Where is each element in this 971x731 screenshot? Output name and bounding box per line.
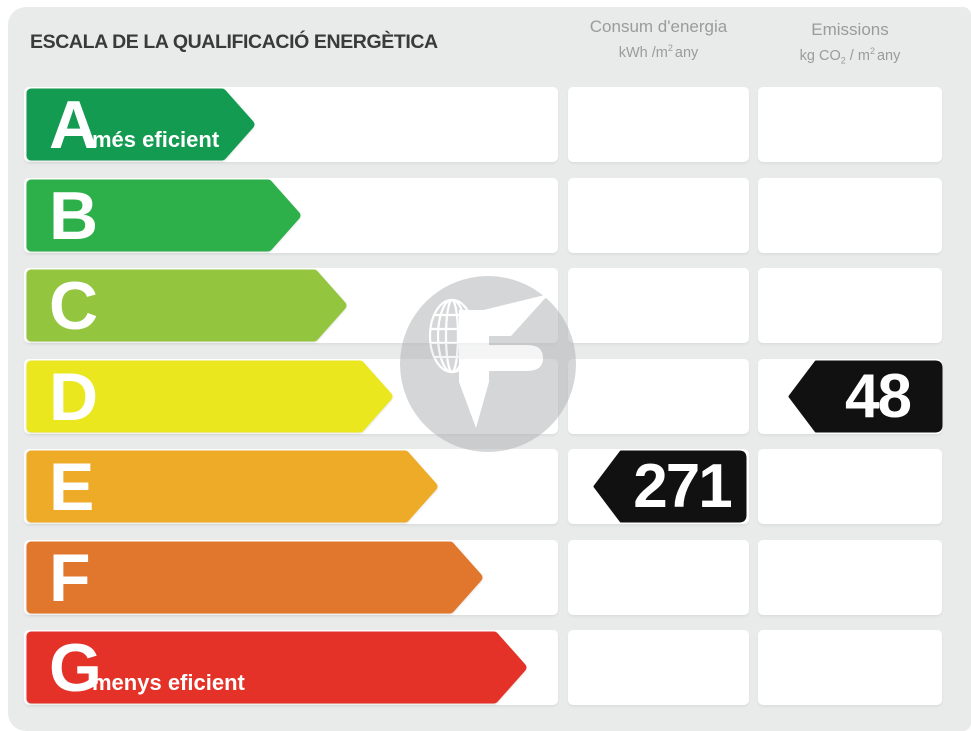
consum-value-cell [568,630,749,705]
emissions-value-cell [758,449,942,524]
emissions-value-cell [758,630,942,705]
grade-letter: C [49,268,99,344]
emissions-header-label: Emissions [811,20,889,39]
grade-caption: menys eficient [92,670,245,695]
grade-letter: B [49,177,99,254]
emissions-value-cell [758,539,942,615]
scale-row-g: G menys eficient [24,630,947,706]
grade-arrow [26,360,393,432]
stylized-f-icon [459,294,549,428]
consum-value-cell [568,87,749,162]
grade-letter: D [49,358,99,435]
consum-value-cell [568,268,749,343]
emissions-value-cell [758,177,942,253]
consum-rating-marker: 271 [593,450,747,523]
grade-letter: F [49,539,91,616]
grade-arrow [26,179,301,251]
grade-caption: més eficient [92,127,220,152]
emissions-header-unit: kg CO2 / m2 any [799,46,901,66]
consum-column-header: Consum d'energia kWh /m2 any [568,15,749,63]
consum-value-cell [568,358,749,434]
grade-letter: E [49,449,95,525]
consum-rating-value: 271 [633,452,732,521]
emissions-rating-marker: 48 [788,360,943,433]
agency-watermark-logo [400,276,576,452]
grade-arrow [26,269,347,342]
emissions-value-cell [758,268,942,343]
consum-header-label: Consum d'energia [589,17,728,36]
scale-row-f: F [24,539,947,616]
left-arrow-shape [788,360,943,432]
emissions-column-header: Emissions kg CO2 / m2 any [758,15,942,71]
scale-row-b: B [24,177,947,254]
left-arrow-shape [593,450,747,523]
grade-arrow [26,88,255,161]
consum-header-unit: kWh /m2 any [618,43,699,61]
scale-row-a: A més eficient [24,87,947,163]
emissions-rating-value: 48 [845,361,912,431]
page-title: ESCALA DE LA QUALIFICACIÓ ENERGÈTICA [30,31,438,53]
scale-row-e: E [24,449,947,525]
grade-letter: G [49,630,102,706]
grade-arrow [26,541,483,613]
grade-letter: A [49,87,99,163]
emissions-value-cell [758,87,942,162]
grade-arrow [26,450,438,523]
consum-value-cell [568,539,749,615]
consum-value-cell [568,177,749,253]
grade-arrow [26,631,527,704]
